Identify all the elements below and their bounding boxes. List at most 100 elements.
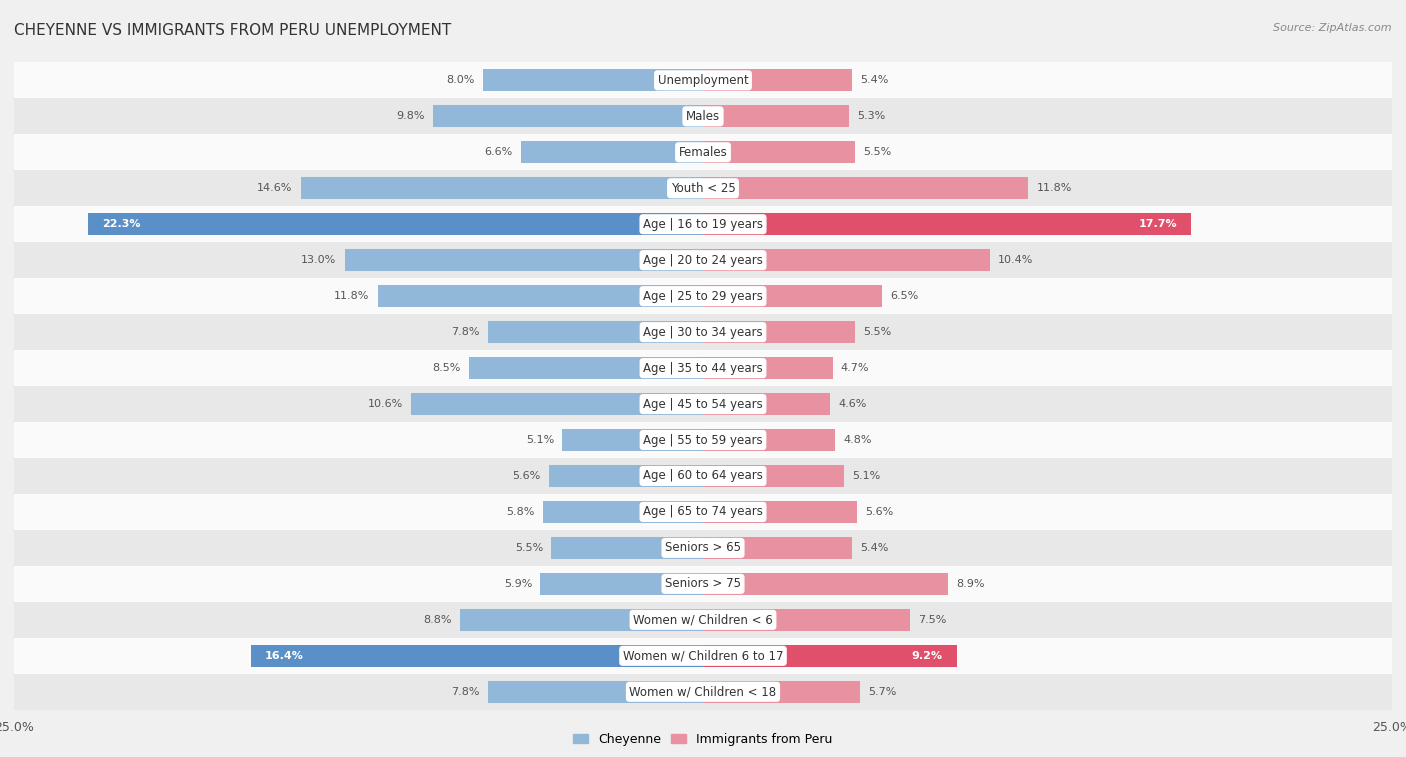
FancyBboxPatch shape [14,350,1392,386]
Text: 11.8%: 11.8% [1036,183,1071,193]
Bar [703,105,849,127]
Bar [703,465,844,488]
Text: 5.7%: 5.7% [869,687,897,696]
Text: 7.5%: 7.5% [918,615,946,625]
Text: 16.4%: 16.4% [264,651,304,661]
Text: 9.8%: 9.8% [396,111,425,121]
FancyBboxPatch shape [14,278,1392,314]
Bar [703,285,882,307]
FancyBboxPatch shape [14,422,1392,458]
Bar [703,141,855,164]
Bar [703,645,956,667]
Text: 5.5%: 5.5% [863,148,891,157]
Text: Women w/ Children < 18: Women w/ Children < 18 [630,685,776,698]
FancyBboxPatch shape [14,386,1392,422]
Bar [468,357,703,379]
Text: 8.8%: 8.8% [423,615,453,625]
Bar [344,249,703,271]
Bar [703,213,1191,235]
Text: 10.4%: 10.4% [998,255,1033,265]
Bar [551,537,703,559]
Bar [703,681,860,703]
Text: 22.3%: 22.3% [103,220,141,229]
FancyBboxPatch shape [14,62,1392,98]
Bar [703,321,855,343]
Text: 10.6%: 10.6% [367,399,402,409]
Text: 5.8%: 5.8% [506,507,534,517]
Text: Age | 60 to 64 years: Age | 60 to 64 years [643,469,763,482]
FancyBboxPatch shape [14,638,1392,674]
Text: 5.5%: 5.5% [515,543,543,553]
FancyBboxPatch shape [14,314,1392,350]
FancyBboxPatch shape [14,458,1392,494]
Bar [461,609,703,631]
Bar [488,681,703,703]
Text: 7.8%: 7.8% [451,327,479,337]
Text: 5.5%: 5.5% [863,327,891,337]
Text: Age | 25 to 29 years: Age | 25 to 29 years [643,290,763,303]
Bar [378,285,703,307]
Text: 5.4%: 5.4% [860,76,889,86]
Text: 8.9%: 8.9% [956,579,986,589]
Text: Females: Females [679,146,727,159]
Text: 13.0%: 13.0% [301,255,336,265]
Text: Seniors > 65: Seniors > 65 [665,541,741,554]
Text: 5.1%: 5.1% [526,435,554,445]
Bar [703,69,852,92]
Text: Source: ZipAtlas.com: Source: ZipAtlas.com [1274,23,1392,33]
Bar [548,465,703,488]
Bar [703,429,835,451]
Text: Age | 35 to 44 years: Age | 35 to 44 years [643,362,763,375]
FancyBboxPatch shape [14,530,1392,566]
Bar [488,321,703,343]
Text: 14.6%: 14.6% [257,183,292,193]
FancyBboxPatch shape [14,494,1392,530]
Text: 5.4%: 5.4% [860,543,889,553]
Bar [703,177,1028,199]
Bar [540,573,703,595]
Bar [703,573,948,595]
Bar [252,645,703,667]
Bar [703,249,990,271]
Text: Age | 65 to 74 years: Age | 65 to 74 years [643,506,763,519]
Bar [301,177,703,199]
FancyBboxPatch shape [14,242,1392,278]
Text: 4.6%: 4.6% [838,399,866,409]
Text: Age | 30 to 34 years: Age | 30 to 34 years [643,326,763,338]
Text: 5.6%: 5.6% [866,507,894,517]
Text: 11.8%: 11.8% [335,291,370,301]
Bar [703,357,832,379]
Bar [433,105,703,127]
Text: 6.6%: 6.6% [485,148,513,157]
Text: CHEYENNE VS IMMIGRANTS FROM PERU UNEMPLOYMENT: CHEYENNE VS IMMIGRANTS FROM PERU UNEMPLO… [14,23,451,38]
Text: 5.9%: 5.9% [503,579,531,589]
Legend: Cheyenne, Immigrants from Peru: Cheyenne, Immigrants from Peru [568,728,838,751]
FancyBboxPatch shape [14,602,1392,638]
Bar [703,537,852,559]
FancyBboxPatch shape [14,98,1392,134]
Text: Seniors > 75: Seniors > 75 [665,578,741,590]
Text: Age | 20 to 24 years: Age | 20 to 24 years [643,254,763,266]
Bar [543,501,703,523]
Text: 5.1%: 5.1% [852,471,880,481]
FancyBboxPatch shape [14,674,1392,710]
Bar [703,393,830,415]
Text: 8.0%: 8.0% [446,76,474,86]
FancyBboxPatch shape [14,206,1392,242]
Bar [703,609,910,631]
Text: Youth < 25: Youth < 25 [671,182,735,195]
Text: 4.7%: 4.7% [841,363,869,373]
Text: Males: Males [686,110,720,123]
Bar [482,69,703,92]
FancyBboxPatch shape [14,170,1392,206]
Text: 5.3%: 5.3% [858,111,886,121]
Text: 17.7%: 17.7% [1139,220,1177,229]
Text: Women w/ Children < 6: Women w/ Children < 6 [633,613,773,626]
Text: Unemployment: Unemployment [658,74,748,87]
FancyBboxPatch shape [14,566,1392,602]
Text: Age | 16 to 19 years: Age | 16 to 19 years [643,218,763,231]
Text: 5.6%: 5.6% [512,471,540,481]
Text: Women w/ Children 6 to 17: Women w/ Children 6 to 17 [623,650,783,662]
Text: Age | 45 to 54 years: Age | 45 to 54 years [643,397,763,410]
Text: 9.2%: 9.2% [911,651,943,661]
